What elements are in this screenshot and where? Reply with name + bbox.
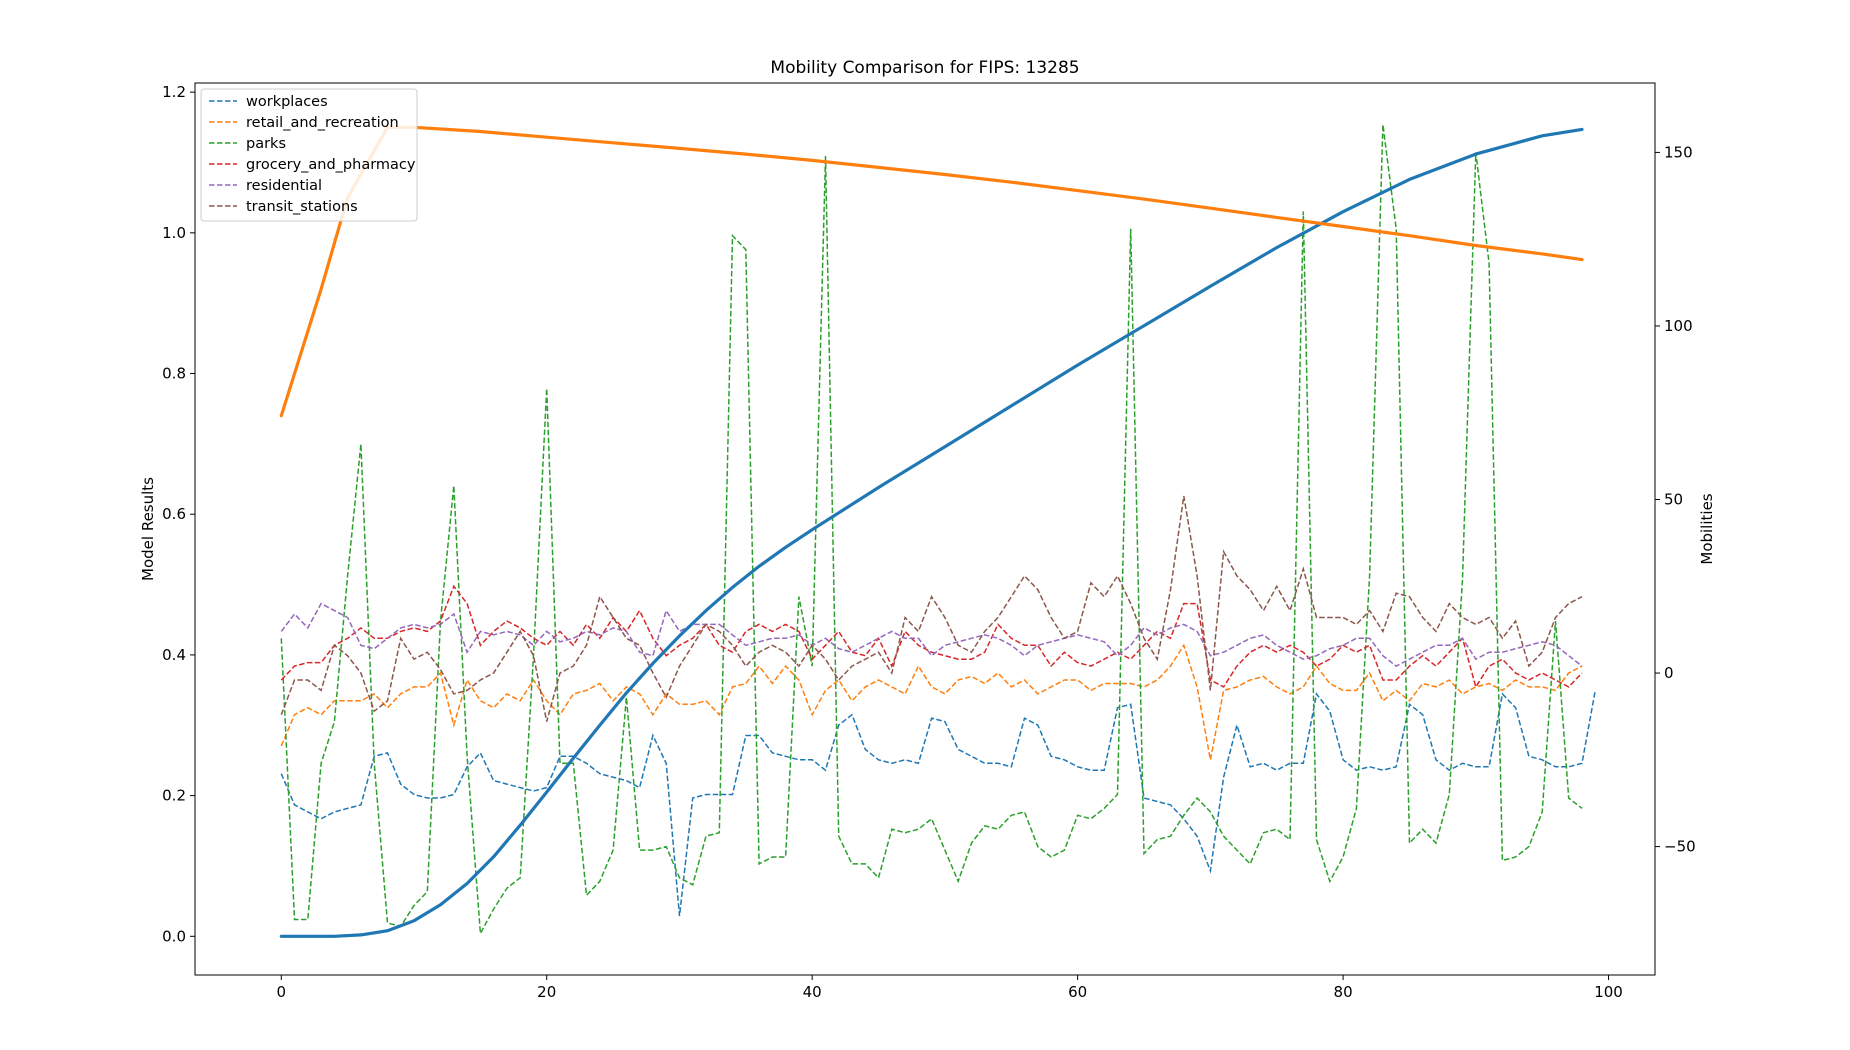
x-tick-label-40: 40 [803,983,822,1001]
series-line-grocery-and-pharmacy [280,584,1583,689]
plot-frame [194,82,1656,976]
y-left-tick-label: 0.6 [162,505,186,523]
legend-label-parks: parks [246,136,286,152]
x-tick-label-0: 0 [276,983,286,1001]
y-right-tick-label: 0 [1664,664,1674,682]
y-left-tick-label: 0.8 [162,365,186,383]
y-left-tick-label: 1.2 [162,83,186,101]
y-axis-right-label: Mobilities [1698,493,1716,564]
y-right-tick-label: 50 [1664,490,1683,508]
model-curve-1 [279,127,1584,938]
y-axis-left-label: Model Results [139,477,157,581]
y-right-tick-label: −50 [1664,838,1696,856]
series-line-workplaces [280,690,1597,917]
y-left-tick-label: 0.4 [162,646,186,664]
x-tick-label-100: 100 [1594,983,1623,1001]
y-axis-left: 0.0 0.2 0.4 0.6 0.8 1.0 1.2 [162,83,195,945]
legend-label-retail-and-recreation: retail_and_recreation [246,115,399,131]
x-tick-label-60: 60 [1068,983,1087,1001]
y-axis-right: −50 0 50 100 150 [1655,143,1696,856]
data-layer [279,124,1597,938]
legend-label-workplaces: workplaces [246,94,328,110]
legend-label-grocery-and-pharmacy: grocery_and_pharmacy [246,157,416,173]
legend-label-transit-stations: transit_stations [246,199,358,215]
y-right-tick-label: 100 [1664,317,1693,335]
legend-box [200,88,418,222]
x-tick-label-20: 20 [537,983,556,1001]
y-left-tick-label: 0.0 [162,927,186,945]
series-line-retail-and-recreation [280,643,1583,760]
legend-label-residential: residential [246,178,322,194]
chart-title: Mobility Comparison for FIPS: 13285 [770,58,1079,78]
y-left-tick-label: 1.0 [162,224,186,242]
x-tick-label-80: 80 [1334,983,1353,1001]
series-line-parks [280,124,1583,936]
y-left-tick-label: 0.2 [162,787,186,805]
series-line-transit-stations [280,495,1583,722]
x-axis: 0 20 40 60 80 100 [276,975,1623,1001]
y-right-tick-label: 150 [1664,143,1693,161]
